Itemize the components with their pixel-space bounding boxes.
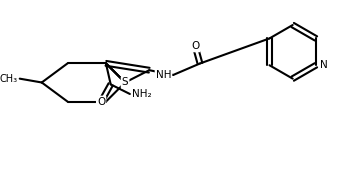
Text: S: S bbox=[122, 77, 129, 88]
Text: O: O bbox=[191, 41, 199, 51]
Text: CH₃: CH₃ bbox=[0, 74, 18, 84]
Text: O: O bbox=[97, 97, 105, 107]
Text: NH₂: NH₂ bbox=[132, 89, 152, 99]
Text: N: N bbox=[320, 60, 327, 70]
Text: NH: NH bbox=[156, 70, 171, 80]
